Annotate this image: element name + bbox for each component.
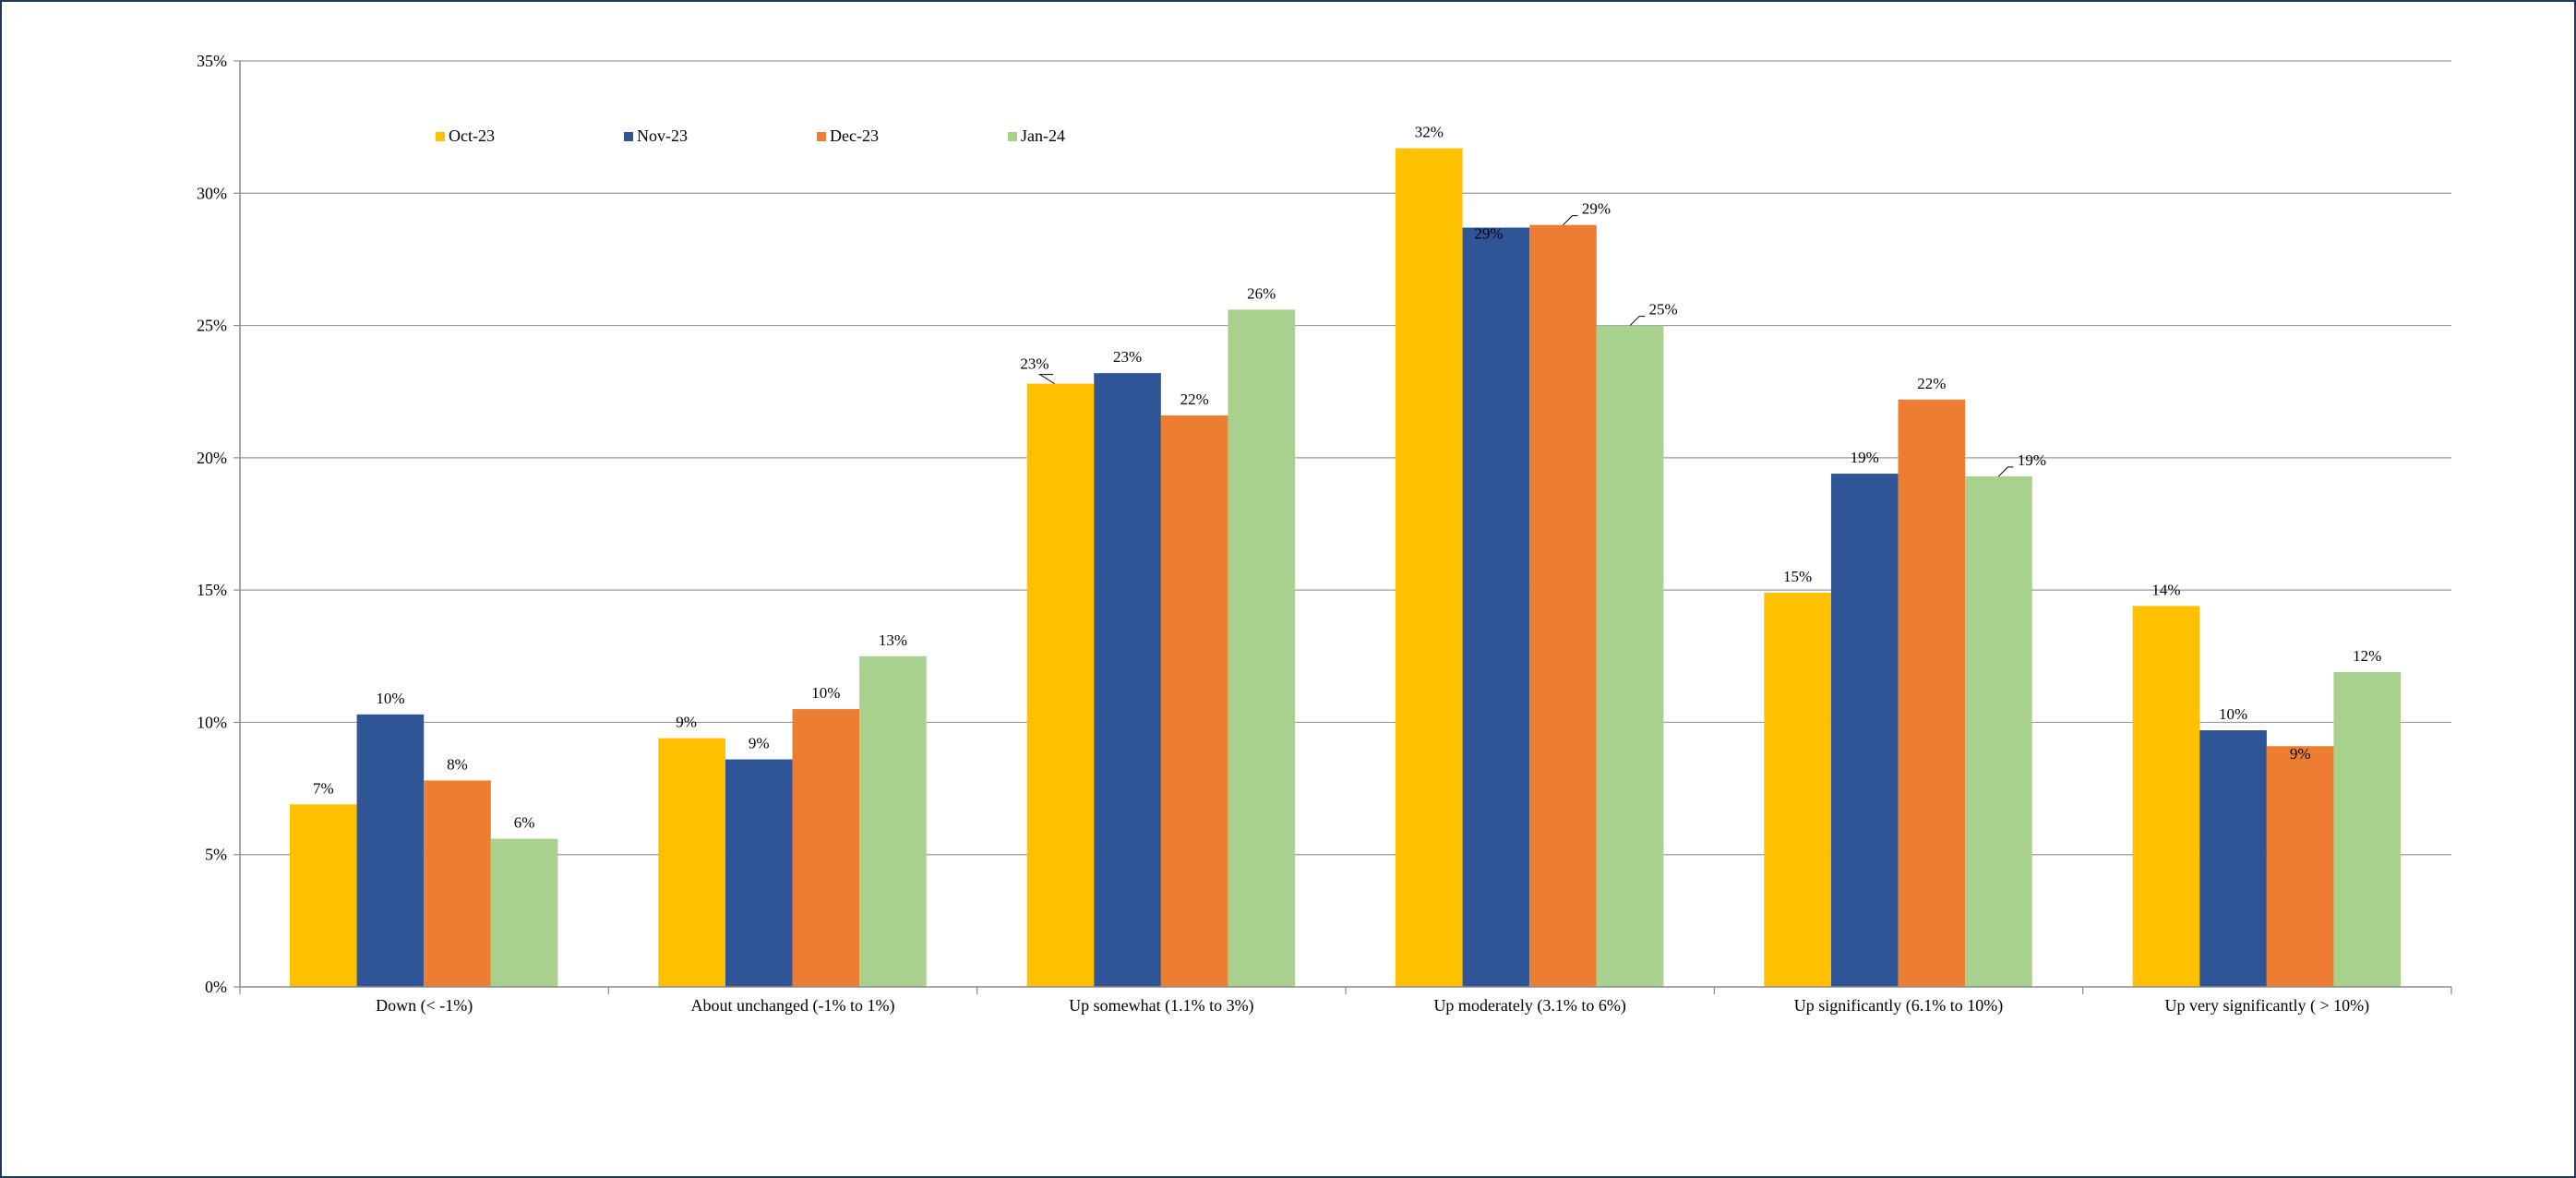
bar-oct-23-5 bbox=[2132, 606, 2200, 987]
data-label: 9% bbox=[676, 714, 697, 731]
legend-swatch-oct-23 bbox=[436, 132, 445, 141]
bar-dec-23-3 bbox=[1529, 224, 1597, 987]
y-axis: 0% 5% 10% 15% 20% 25% 30% 35% bbox=[197, 52, 241, 996]
bar-dec-23-0 bbox=[424, 780, 491, 987]
y-tick-label: 10% bbox=[197, 713, 227, 731]
data-label: 12% bbox=[2353, 647, 2381, 665]
data-label: 29% bbox=[1582, 200, 1611, 218]
data-label: 23% bbox=[1020, 355, 1048, 373]
data-label: 10% bbox=[811, 684, 840, 702]
data-label: 22% bbox=[1917, 375, 1946, 392]
bar-nov-23-4 bbox=[1830, 474, 1899, 987]
bar-dec-23-5 bbox=[2266, 746, 2334, 987]
data-label: 32% bbox=[1415, 124, 1444, 141]
data-label: 22% bbox=[1180, 391, 1209, 408]
bar-nov-23-5 bbox=[2199, 730, 2267, 987]
label-leader-line bbox=[1998, 466, 2014, 477]
x-category-label: Up very significantly ( > 10%) bbox=[2165, 996, 2370, 1016]
bar-jan-24-5 bbox=[2333, 671, 2402, 987]
data-label: 19% bbox=[1851, 449, 1879, 466]
data-label: 13% bbox=[879, 631, 907, 649]
bar-oct-23-0 bbox=[290, 804, 357, 987]
legend-label: Jan-24 bbox=[1021, 126, 1065, 145]
bar-jan-24-1 bbox=[859, 655, 927, 987]
bars bbox=[290, 148, 2402, 988]
bar-nov-23-3 bbox=[1462, 227, 1530, 988]
bar-jan-24-3 bbox=[1596, 325, 1664, 988]
x-axis: Down (< -1%) About unchanged (-1% to 1%) U… bbox=[239, 986, 2452, 1016]
legend-swatch-dec-23 bbox=[817, 132, 826, 141]
bar-jan-24-2 bbox=[1228, 309, 1296, 987]
data-label: 8% bbox=[447, 755, 468, 773]
data-label: 19% bbox=[2018, 451, 2046, 469]
y-tick-label: 20% bbox=[197, 449, 227, 467]
y-tick-label: 35% bbox=[197, 52, 227, 70]
y-tick-label: 30% bbox=[197, 184, 227, 202]
data-label: 25% bbox=[1649, 301, 1678, 319]
legend-label: Oct-23 bbox=[449, 126, 495, 145]
bar-dec-23-1 bbox=[792, 709, 860, 987]
data-label: 6% bbox=[514, 814, 535, 832]
y-tick-label: 25% bbox=[197, 317, 227, 335]
data-label: 26% bbox=[1247, 284, 1276, 302]
legend-label: Nov-23 bbox=[637, 126, 688, 145]
bar-dec-23-4 bbox=[1898, 399, 1966, 988]
data-label: 10% bbox=[2219, 705, 2247, 723]
data-label: 29% bbox=[1474, 225, 1503, 243]
data-label: 15% bbox=[1783, 568, 1812, 585]
x-category-label: Down (< -1%) bbox=[376, 996, 473, 1016]
data-label: 14% bbox=[2151, 581, 2180, 598]
label-leader-line bbox=[1629, 316, 1646, 326]
y-tick-label: 15% bbox=[197, 581, 227, 599]
data-labels: 7% 9% 23% 32% 15% 14% 10% 9% 23% 29% 19% 10% 8% 10% 22… bbox=[313, 124, 2381, 832]
bar-oct-23-4 bbox=[1764, 593, 1831, 987]
bar-dec-23-2 bbox=[1160, 415, 1228, 987]
x-category-label: Up moderately (3.1% to 6%) bbox=[1433, 996, 1625, 1016]
legend: Oct-23 Nov-23 Dec-23 Jan-24 bbox=[436, 126, 1065, 145]
bar-nov-23-1 bbox=[725, 759, 793, 987]
data-label: 7% bbox=[313, 779, 334, 797]
legend-swatch-nov-23 bbox=[624, 132, 633, 141]
x-category-label: About unchanged (-1% to 1%) bbox=[691, 996, 895, 1016]
bar-oct-23-2 bbox=[1026, 383, 1095, 987]
label-leader-line bbox=[1037, 374, 1055, 385]
legend-label: Dec-23 bbox=[830, 126, 879, 145]
y-tick-label: 5% bbox=[205, 846, 227, 864]
label-leader-line bbox=[1563, 215, 1578, 226]
data-label: 9% bbox=[749, 735, 770, 752]
data-label: 23% bbox=[1113, 348, 1142, 366]
bar-nov-23-2 bbox=[1094, 373, 1161, 987]
bar-oct-23-3 bbox=[1396, 148, 1463, 987]
data-label: 10% bbox=[376, 690, 404, 707]
legend-swatch-jan-24 bbox=[1008, 132, 1017, 141]
bar-jan-24-0 bbox=[490, 838, 558, 987]
bar-nov-23-0 bbox=[356, 714, 425, 987]
x-category-label: Up significantly (6.1% to 10%) bbox=[1794, 996, 2003, 1016]
gridlines bbox=[240, 60, 2451, 856]
data-label: 9% bbox=[2290, 745, 2311, 763]
bar-jan-24-4 bbox=[1965, 475, 2032, 987]
bar-oct-23-1 bbox=[658, 738, 725, 987]
y-tick-label: 0% bbox=[205, 978, 227, 996]
x-category-label: Up somewhat (1.1% to 3%) bbox=[1069, 996, 1253, 1016]
